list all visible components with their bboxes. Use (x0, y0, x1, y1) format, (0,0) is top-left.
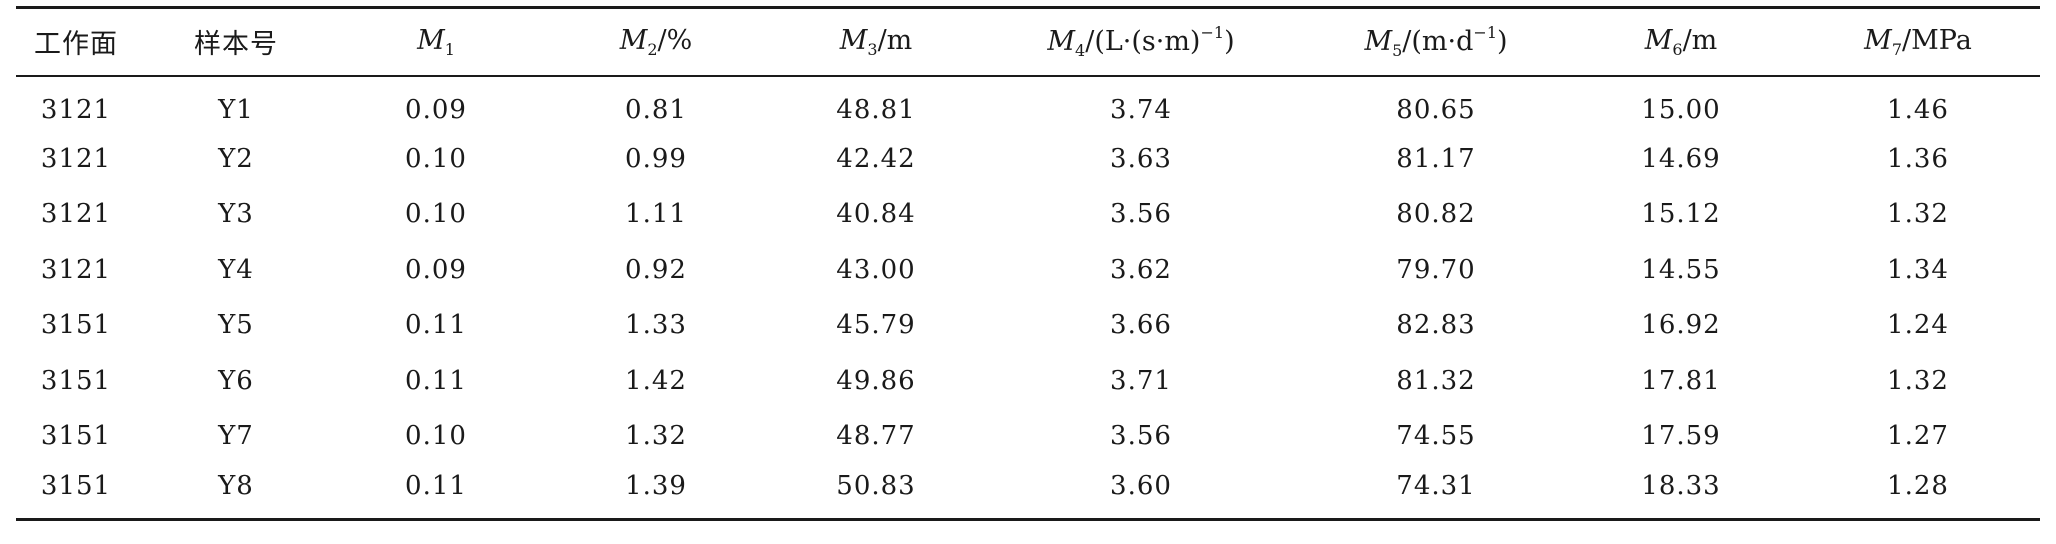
cell-m5: 81.32 (1396, 365, 1476, 396)
cell-m2: 1.33 (625, 310, 687, 341)
cell-working-face: 3121 (40, 254, 112, 285)
cell-working-face: 3151 (40, 365, 112, 396)
cell-m1: 0.10 (405, 143, 467, 174)
cell-working-face: 3121 (40, 199, 112, 230)
cell-m5: 79.70 (1396, 254, 1476, 285)
cell-m5: 82.83 (1396, 310, 1476, 341)
cell-m3: 50.83 (776, 464, 976, 521)
cell-m1: 0.09 (405, 254, 467, 285)
cell-sample-number: Y5 (218, 310, 254, 341)
cell-m5: 81.17 (1396, 143, 1476, 174)
cell-m7: 1.32 (1887, 199, 1949, 230)
header-sample-number: 样本号 (136, 6, 336, 77)
cell-m2: 1.39 (536, 464, 776, 521)
data-table: 工作面 样本号 M1 M2/% M3/m M4/(L·(s·m)−1) (16, 6, 2040, 521)
cell-m7: 1.24 (1887, 310, 1949, 341)
cell-m6: 15.12 (1641, 199, 1721, 230)
header-m6: M6/m (1566, 6, 1796, 77)
cell-sample-number: Y3 (218, 199, 254, 230)
cell-m5: 80.82 (1396, 199, 1476, 230)
cell-m2: 1.11 (625, 199, 687, 230)
cell-m6: 15.00 (1641, 94, 1721, 125)
cell-sample-number: Y6 (218, 365, 254, 396)
cell-m2: 0.99 (625, 143, 687, 174)
cell-m7: 1.46 (1887, 94, 1949, 125)
cell-m3: 43.00 (836, 254, 916, 285)
cell-m4: 3.63 (1110, 143, 1172, 174)
cell-m3: 48.81 (836, 94, 916, 125)
cell-m4: 3.66 (1110, 310, 1172, 341)
table-row: 3121 Y3 0.10 1.11 40.84 3.56 80.82 15.12 1.32 (16, 187, 2040, 243)
table-row: 3121 Y2 0.10 0.99 42.42 3.63 81.17 14.69 1.36 (16, 131, 2040, 187)
cell-m5: 74.55 (1396, 421, 1476, 452)
cell-m3: 42.42 (836, 143, 916, 174)
table-row: 3121 Y1 0.09 0.81 48.81 3.74 80.65 15.00 1.46 (16, 76, 2040, 132)
cell-m2: 0.81 (625, 94, 687, 125)
cell-sample-number: Y2 (218, 143, 254, 174)
cell-m4: 3.74 (1110, 94, 1172, 125)
cell-m1: 0.10 (405, 199, 467, 230)
cell-m3: 49.86 (836, 365, 916, 396)
cell-m1: 0.11 (336, 464, 536, 521)
header-m7: M7/MPa (1796, 6, 2040, 77)
cell-working-face: 3121 (40, 94, 112, 125)
cell-working-face: 3151 (40, 310, 112, 341)
cell-m4: 3.71 (1110, 365, 1172, 396)
cell-m1: 0.11 (405, 310, 467, 341)
cell-sample-number: Y4 (218, 254, 254, 285)
cell-m3: 40.84 (836, 199, 916, 230)
cell-m4: 3.56 (1110, 199, 1172, 230)
cell-m4: 3.56 (1110, 421, 1172, 452)
cell-m2: 0.92 (625, 254, 687, 285)
cell-m5: 80.65 (1396, 94, 1476, 125)
cell-m6: 16.92 (1641, 310, 1721, 341)
header-m1: M1 (336, 6, 536, 77)
header-m4: M4/(L·(s·m)−1) (976, 6, 1306, 77)
table-row: 3121 Y4 0.09 0.92 43.00 3.62 79.70 14.55 1.34 (16, 242, 2040, 298)
cell-m2: 1.42 (625, 365, 687, 396)
cell-m6: 14.55 (1641, 254, 1721, 285)
cell-m7: 1.27 (1887, 421, 1949, 452)
cell-m7: 1.28 (1796, 464, 2040, 521)
cell-sample-number: Y1 (218, 94, 254, 125)
cell-working-face: 3121 (40, 143, 112, 174)
cell-working-face: 3151 (16, 464, 136, 521)
cell-m5: 74.31 (1306, 464, 1566, 521)
table-row: 3151 Y7 0.10 1.32 48.77 3.56 74.55 17.59 1.27 (16, 409, 2040, 465)
cell-m7: 1.32 (1887, 365, 1949, 396)
cell-m1: 0.09 (405, 94, 467, 125)
header-working-face: 工作面 (16, 6, 136, 77)
cell-sample-number: Y7 (218, 421, 254, 452)
header-m2: M2/% (536, 6, 776, 77)
table-row: 3151 Y5 0.11 1.33 45.79 3.66 82.83 16.92 1.24 (16, 298, 2040, 354)
cell-m4: 3.60 (976, 464, 1306, 521)
cell-m6: 14.69 (1641, 143, 1721, 174)
cell-working-face: 3151 (40, 421, 112, 452)
cell-m7: 1.36 (1887, 143, 1949, 174)
cell-m6: 17.81 (1641, 365, 1721, 396)
cell-m2: 1.32 (625, 421, 687, 452)
cell-m6: 17.59 (1641, 421, 1721, 452)
cell-m3: 48.77 (836, 421, 916, 452)
cell-m1: 0.11 (405, 365, 467, 396)
header-m3: M3/m (776, 6, 976, 77)
cell-m6: 18.33 (1566, 464, 1796, 521)
cell-m3: 45.79 (836, 310, 916, 341)
cell-sample-number: Y8 (136, 464, 336, 521)
cell-m4: 3.62 (1110, 254, 1172, 285)
table-body: 3121 Y1 0.09 0.81 48.81 3.74 80.65 15.00 1.46 312… (16, 76, 2040, 521)
table-header-row: 工作面 样本号 M1 M2/% M3/m M4/(L·(s·m)−1) (16, 6, 2040, 77)
table-row: 3151 Y6 0.11 1.42 49.86 3.71 81.32 17.81 1.32 (16, 353, 2040, 409)
table-row: 3151 Y8 0.11 1.39 50.83 3.60 74.31 18.33 1.28 (16, 464, 2040, 521)
cell-m1: 0.10 (405, 421, 467, 452)
header-m5: M5/(m·d−1) (1306, 6, 1566, 77)
cell-m7: 1.34 (1887, 254, 1949, 285)
